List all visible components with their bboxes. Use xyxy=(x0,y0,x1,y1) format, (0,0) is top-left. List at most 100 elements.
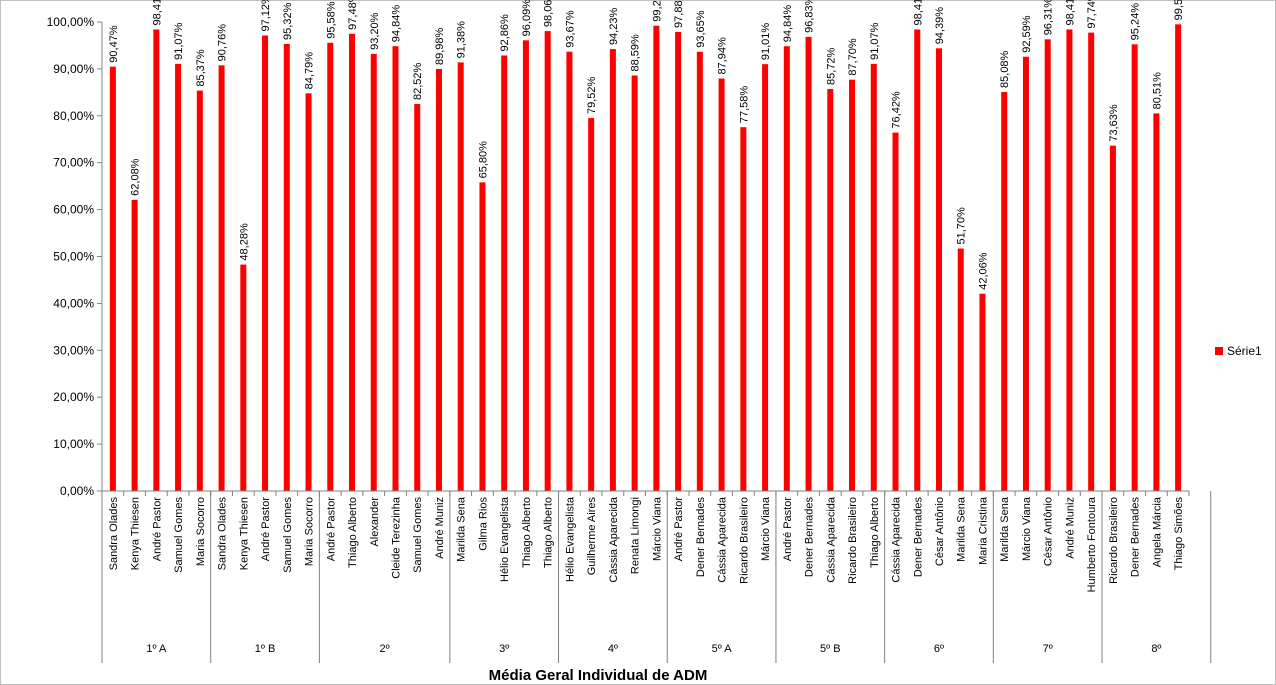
data-label: 97,74% xyxy=(1086,0,1098,29)
category-label: Maria Cristina xyxy=(977,496,989,565)
data-label: 93,65% xyxy=(695,10,707,48)
bar[interactable] xyxy=(175,63,182,491)
category-label: Cássia Aparecida xyxy=(891,496,903,582)
data-label: 96,09% xyxy=(521,0,533,36)
bar[interactable] xyxy=(979,293,986,491)
bar[interactable] xyxy=(501,55,508,491)
category-label: César Antônio xyxy=(1043,497,1055,566)
bar[interactable] xyxy=(892,132,899,491)
data-label: 85,08% xyxy=(999,50,1011,88)
bar[interactable] xyxy=(762,64,769,492)
bar[interactable] xyxy=(870,63,877,491)
bar[interactable] xyxy=(653,25,660,491)
category-label: Ricardo Brasileiro xyxy=(847,497,859,584)
bar[interactable] xyxy=(1153,113,1160,492)
bar[interactable] xyxy=(675,31,682,491)
bar[interactable] xyxy=(370,53,377,491)
bar[interactable] xyxy=(783,46,790,491)
category-label: Sandra Olades xyxy=(108,497,120,571)
bar[interactable] xyxy=(1088,32,1095,492)
bar[interactable] xyxy=(327,42,334,492)
y-tick-label: 20,00% xyxy=(53,390,94,404)
bar[interactable] xyxy=(740,127,747,491)
bar[interactable] xyxy=(1131,44,1138,491)
category-label: Maria Socorro xyxy=(304,497,316,566)
category-label: Kenya Thiesen xyxy=(238,497,250,570)
bar[interactable] xyxy=(609,49,616,491)
bar[interactable] xyxy=(240,264,247,491)
bar[interactable] xyxy=(1001,91,1008,492)
category-label: Ricardo Brasileiro xyxy=(1108,497,1120,584)
data-label: 42,06% xyxy=(977,252,989,290)
bar[interactable] xyxy=(544,31,551,491)
bar[interactable] xyxy=(631,75,638,491)
data-label: 79,52% xyxy=(586,77,598,115)
data-label: 77,58% xyxy=(738,86,750,124)
bar[interactable] xyxy=(718,78,725,491)
category-label: Thiago Simões xyxy=(1173,497,1185,571)
bar[interactable] xyxy=(457,62,464,492)
bar[interactable] xyxy=(935,48,942,491)
bar[interactable] xyxy=(696,51,703,492)
bar[interactable] xyxy=(392,46,399,491)
bar[interactable] xyxy=(349,33,356,492)
group-label: 3º xyxy=(499,643,509,655)
group-label: 5º A xyxy=(712,643,733,655)
data-label: 99,50% xyxy=(1173,0,1185,20)
bar[interactable] xyxy=(109,66,116,491)
bar[interactable] xyxy=(827,88,834,491)
category-label: Sandra Olades xyxy=(217,497,229,571)
category-label: Guilherme Aires xyxy=(586,497,598,576)
bar[interactable] xyxy=(131,199,138,492)
bar[interactable] xyxy=(1109,145,1116,491)
data-label: 91,07% xyxy=(173,22,185,60)
category-label: Hélio Evangelista xyxy=(499,496,511,582)
bar[interactable] xyxy=(849,79,856,491)
data-label: 95,32% xyxy=(282,2,294,40)
data-label: 65,80% xyxy=(477,141,489,179)
group-label: 5º B xyxy=(820,643,841,655)
bar[interactable] xyxy=(1175,24,1182,491)
bar[interactable] xyxy=(957,248,964,491)
y-tick-label: 60,00% xyxy=(53,203,94,217)
data-label: 85,37% xyxy=(195,49,207,87)
category-label: Marilda Sena xyxy=(456,496,468,562)
bar[interactable] xyxy=(196,90,203,492)
data-label: 85,72% xyxy=(825,47,837,85)
bar[interactable] xyxy=(1044,39,1051,492)
category-label: Cleide Terezinha xyxy=(390,496,402,579)
category-label: Dener Bernades xyxy=(695,497,707,578)
bar[interactable] xyxy=(262,35,269,491)
group-label: 1º B xyxy=(255,643,276,655)
data-label: 90,76% xyxy=(217,24,229,62)
bar[interactable] xyxy=(435,68,442,491)
bar[interactable] xyxy=(522,40,529,492)
bar[interactable] xyxy=(305,93,312,491)
category-label: Dener Bernades xyxy=(912,497,924,578)
bar[interactable] xyxy=(805,36,812,491)
bar[interactable] xyxy=(914,29,921,492)
data-label: 97,48% xyxy=(347,0,359,30)
data-label: 82,52% xyxy=(412,62,424,100)
bar[interactable] xyxy=(566,51,573,492)
bar[interactable] xyxy=(1022,56,1029,491)
legend-entry: Série1 xyxy=(1227,344,1262,358)
bar[interactable] xyxy=(588,118,595,491)
bar[interactable] xyxy=(414,103,421,491)
bar[interactable] xyxy=(153,29,160,492)
data-label: 76,42% xyxy=(891,91,903,129)
legend[interactable]: Série1 xyxy=(1215,344,1262,358)
category-label: Samuel Gomes xyxy=(412,497,424,573)
category-label: André Muniz xyxy=(1064,497,1076,559)
bar[interactable] xyxy=(1066,29,1073,492)
bar[interactable] xyxy=(479,182,486,491)
category-label: Cássia Aparecida xyxy=(717,496,729,582)
data-label: 96,31% xyxy=(1043,0,1055,35)
bar[interactable] xyxy=(218,65,225,491)
data-label: 92,86% xyxy=(499,14,511,52)
data-label: 91,07% xyxy=(869,22,881,60)
category-label: Marilda Sena xyxy=(999,496,1011,562)
bar[interactable] xyxy=(283,43,290,492)
x-axis-title: Média Geral Individual de ADM xyxy=(489,667,708,684)
